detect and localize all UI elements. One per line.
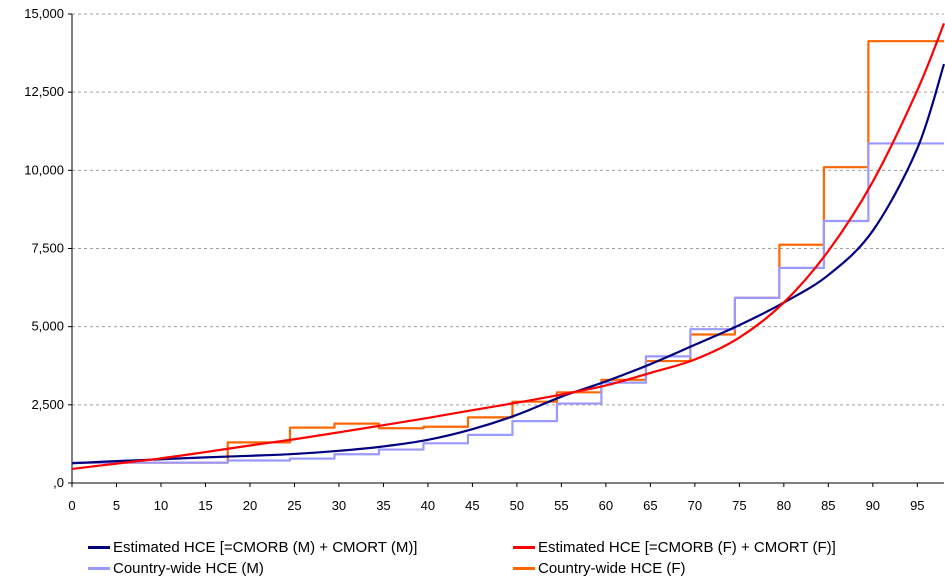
gridlines — [72, 13, 944, 406]
x-tick-label: 5 — [113, 498, 120, 513]
series-line-0 — [72, 63, 945, 465]
legend-swatch — [513, 546, 535, 549]
x-tick-label: 15 — [198, 498, 212, 513]
y-tick-label: 10,000 — [24, 162, 64, 177]
series-line-2 — [72, 142, 944, 464]
y-tick-label: 2,500 — [31, 397, 64, 412]
x-tick-label: 55 — [554, 498, 568, 513]
x-tick-label: 65 — [643, 498, 657, 513]
y-tick-label: ,0 — [53, 475, 64, 490]
legend-item-country-f: Country-wide HCE (F) — [513, 560, 938, 577]
x-tick-label: 90 — [866, 498, 880, 513]
x-tick-label: 30 — [332, 498, 346, 513]
x-tick-label: 0 — [68, 498, 75, 513]
legend-item-estimated-m: Estimated HCE [=CMORB (M) + CMORT (M)] — [88, 539, 513, 556]
legend-swatch — [513, 567, 535, 570]
x-tick-label: 45 — [465, 498, 479, 513]
x-tick-label: 40 — [421, 498, 435, 513]
tick-labels: ,0 2,500 5,000 7,500 10,000 12,500 15,000 0 5 10 1… — [24, 6, 924, 513]
x-tick-label: 70 — [688, 498, 702, 513]
x-tick-label: 95 — [910, 498, 924, 513]
x-tick-label: 10 — [154, 498, 168, 513]
y-tick-label: 12,500 — [24, 84, 64, 99]
legend: Estimated HCE [=CMORB (M) + CMORT (M)] E… — [88, 537, 938, 579]
legend-label: Country-wide HCE (F) — [538, 560, 686, 577]
x-tick-label: 20 — [243, 498, 257, 513]
legend-swatch — [88, 567, 110, 570]
legend-label: Estimated HCE [=CMORB (M) + CMORT (M)] — [113, 539, 418, 556]
series-lines — [72, 22, 945, 471]
legend-item-country-m: Country-wide HCE (M) — [88, 560, 513, 577]
axes — [68, 13, 944, 487]
legend-label: Country-wide HCE (M) — [113, 560, 264, 577]
x-tick-label: 60 — [599, 498, 613, 513]
y-tick-label: 7,500 — [31, 241, 64, 256]
x-tick-label: 25 — [287, 498, 301, 513]
x-tick-label: 80 — [777, 498, 791, 513]
legend-item-estimated-f: Estimated HCE [=CMORB (F) + CMORT (F)] — [513, 539, 938, 556]
series-line-1 — [72, 22, 945, 471]
series-line-3 — [72, 40, 944, 464]
x-tick-label: 35 — [376, 498, 390, 513]
legend-label: Estimated HCE [=CMORB (F) + CMORT (F)] — [538, 539, 836, 556]
y-tick-label: 5,000 — [31, 319, 64, 334]
y-tick-label: 15,000 — [24, 6, 64, 21]
chart: ,0 2,500 5,000 7,500 10,000 12,500 15,000 0 5 10 1… — [24, 6, 945, 513]
x-tick-label: 85 — [821, 498, 835, 513]
x-tick-label: 50 — [510, 498, 524, 513]
x-tick-label: 75 — [732, 498, 746, 513]
legend-swatch — [88, 546, 110, 549]
